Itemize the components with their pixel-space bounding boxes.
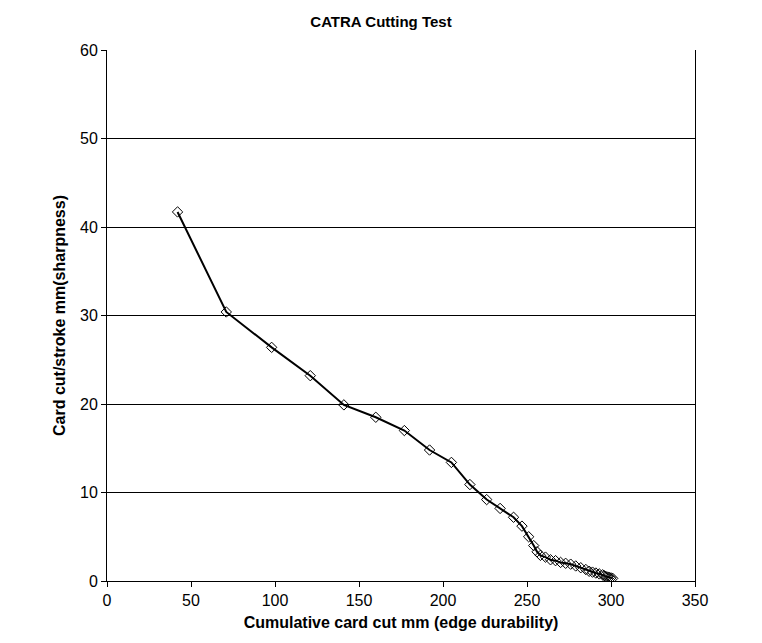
svg-text:Cumulative card cut mm (edge d: Cumulative card cut mm (edge durability) bbox=[244, 614, 559, 631]
svg-text:Card cut/stroke mm(sharpness): Card cut/stroke mm(sharpness) bbox=[51, 195, 68, 436]
svg-text:50: 50 bbox=[80, 130, 98, 147]
svg-text:150: 150 bbox=[346, 592, 373, 609]
svg-text:350: 350 bbox=[682, 592, 709, 609]
svg-text:60: 60 bbox=[80, 42, 98, 59]
svg-text:20: 20 bbox=[80, 396, 98, 413]
svg-text:50: 50 bbox=[182, 592, 200, 609]
svg-text:CATRA Cutting Test: CATRA Cutting Test bbox=[310, 13, 451, 30]
svg-text:300: 300 bbox=[598, 592, 625, 609]
svg-text:40: 40 bbox=[80, 219, 98, 236]
svg-text:0: 0 bbox=[89, 573, 98, 590]
svg-text:10: 10 bbox=[80, 484, 98, 501]
svg-text:100: 100 bbox=[262, 592, 289, 609]
svg-text:30: 30 bbox=[80, 307, 98, 324]
svg-text:0: 0 bbox=[103, 592, 112, 609]
svg-text:200: 200 bbox=[430, 592, 457, 609]
svg-text:250: 250 bbox=[514, 592, 541, 609]
